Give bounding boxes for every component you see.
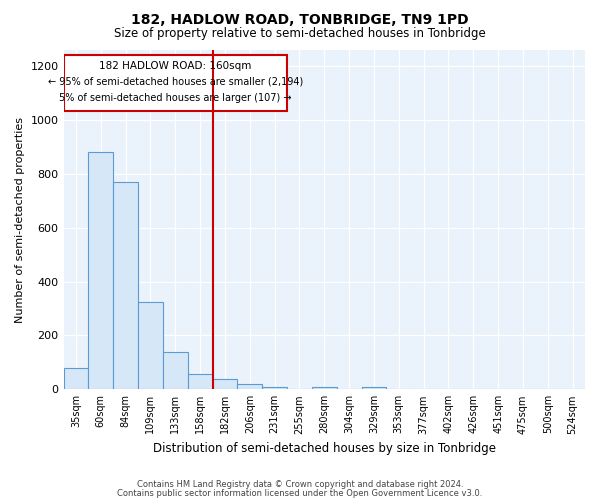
X-axis label: Distribution of semi-detached houses by size in Tonbridge: Distribution of semi-detached houses by … (153, 442, 496, 455)
Bar (64, 56, 287, 110)
Bar (88, 152, 113, 390)
Bar (163, 352, 188, 390)
Bar (262, 386, 287, 390)
Text: 5% of semi-detached houses are larger (107) →: 5% of semi-detached houses are larger (1… (59, 93, 292, 103)
Bar (188, 374, 212, 390)
Text: 182 HADLOW ROAD: 160sqm: 182 HADLOW ROAD: 160sqm (99, 60, 251, 70)
Bar (238, 384, 262, 390)
Text: Contains public sector information licensed under the Open Government Licence v3: Contains public sector information licen… (118, 488, 482, 498)
Text: Contains HM Land Registry data © Crown copyright and database right 2024.: Contains HM Land Registry data © Crown c… (137, 480, 463, 489)
Text: 182, HADLOW ROAD, TONBRIDGE, TN9 1PD: 182, HADLOW ROAD, TONBRIDGE, TN9 1PD (131, 12, 469, 26)
Bar (113, 182, 138, 390)
Text: Size of property relative to semi-detached houses in Tonbridge: Size of property relative to semi-detach… (114, 28, 486, 40)
Bar (362, 386, 386, 390)
Y-axis label: Number of semi-detached properties: Number of semi-detached properties (15, 116, 25, 322)
Bar (64, 368, 88, 390)
Bar (138, 302, 163, 390)
Bar (312, 386, 337, 390)
Bar (212, 378, 238, 390)
Text: ← 95% of semi-detached houses are smaller (2,194): ← 95% of semi-detached houses are smalle… (47, 77, 303, 87)
